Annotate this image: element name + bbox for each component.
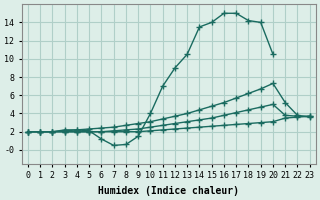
X-axis label: Humidex (Indice chaleur): Humidex (Indice chaleur)	[98, 186, 239, 196]
